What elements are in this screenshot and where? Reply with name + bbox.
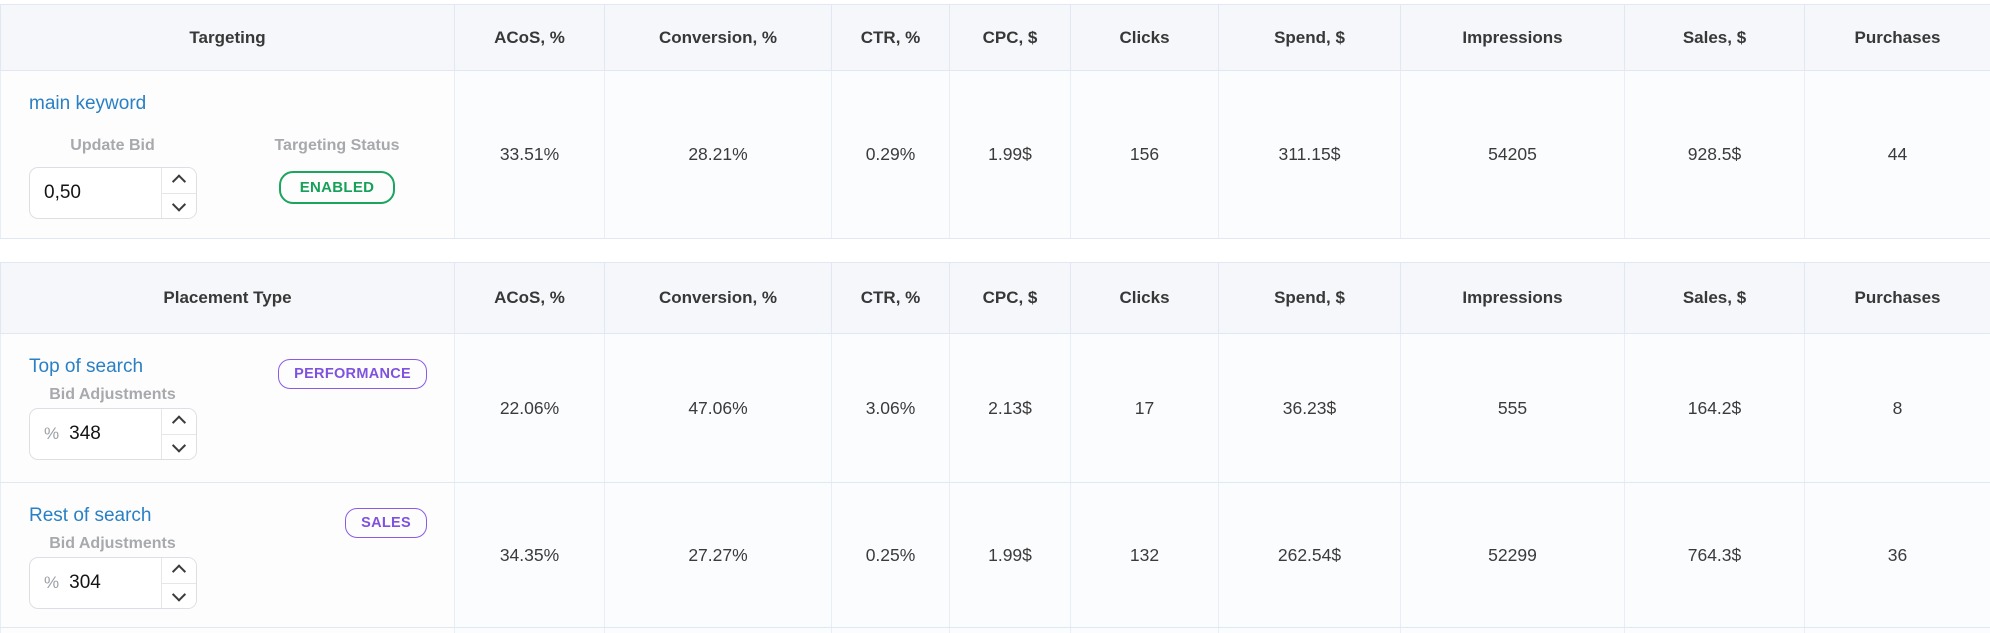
col-purchases: Purchases (1804, 262, 1990, 334)
keyword-link[interactable]: main keyword (29, 93, 147, 114)
col-acos: ACoS, % (454, 262, 605, 334)
chevron-up-icon (171, 174, 187, 189)
targeting-header-row: Targeting ACoS, % Conversion, % CTR, % C… (0, 4, 1990, 71)
acos-value: 22.06% (454, 333, 605, 483)
col-impressions: Impressions (1400, 4, 1625, 71)
percent-icon: % (44, 573, 60, 592)
bid-spinner (161, 168, 196, 218)
table-row: main keyword Update Bid (0, 70, 1990, 239)
chevron-up-icon (171, 564, 187, 579)
placement-table: Placement Type ACoS, % Conversion, % CTR… (0, 262, 1990, 633)
col-clicks: Clicks (1070, 262, 1219, 334)
purchases-value: 36 (1804, 482, 1990, 628)
update-bid-input[interactable] (44, 182, 161, 204)
impressions-value: 52299 (1400, 482, 1625, 628)
sales-value: 928.5$ (1624, 70, 1805, 239)
cpc-value: 1.99$ (949, 70, 1071, 239)
col-spend: Spend, $ (1218, 262, 1401, 334)
col-cpc: CPC, $ (949, 262, 1071, 334)
chevron-down-icon (171, 438, 187, 453)
col-conversion: Conversion, % (604, 4, 832, 71)
table-row: Top of search PERFORMANCE Bid Adjustment… (0, 333, 1990, 483)
spend-value: 311.15$ (1218, 70, 1401, 239)
placement-link-rest-of-search[interactable]: Rest of search (29, 505, 152, 526)
cpc-value: 1.99$ (949, 482, 1071, 628)
spend-value: 36.23$ (1218, 333, 1401, 483)
conversion-value: 27.27% (604, 482, 832, 628)
spend-value: 262.54$ (1218, 482, 1401, 628)
bid-adjustments-input[interactable] (69, 572, 161, 594)
chevron-down-icon (171, 587, 187, 602)
bid-decrement-button[interactable] (162, 583, 196, 608)
chevron-up-icon (171, 415, 187, 430)
bid-adjustments-label: Bid Adjustments (49, 535, 176, 552)
ctr-value: 0.25% (831, 482, 950, 628)
table-row (0, 627, 1990, 633)
sales-value: 764.3$ (1624, 482, 1805, 628)
ctr-value: 0.29% (831, 70, 950, 239)
col-spend: Spend, $ (1218, 4, 1401, 71)
clicks-value: 132 (1070, 482, 1219, 628)
bid-adjustments-stepper: % (29, 408, 197, 460)
targeting-table: Targeting ACoS, % Conversion, % CTR, % C… (0, 4, 1990, 239)
placement-link-top-of-search[interactable]: Top of search (29, 356, 144, 377)
bid-adjustments-stepper: % (29, 557, 197, 609)
acos-value: 33.51% (454, 70, 605, 239)
bid-adjustments-input[interactable] (69, 423, 161, 445)
performance-badge: PERFORMANCE (278, 359, 427, 389)
col-impressions: Impressions (1400, 262, 1625, 334)
placement-cell-top-of-search: Top of search PERFORMANCE Bid Adjustment… (0, 333, 455, 483)
col-conversion: Conversion, % (604, 262, 832, 334)
col-cpc: CPC, $ (949, 4, 1071, 71)
col-ctr: CTR, % (831, 262, 950, 334)
clicks-value: 156 (1070, 70, 1219, 239)
placement-cell-rest-of-search: Rest of search SALES Bid Adjustments % (0, 482, 455, 628)
ctr-value: 3.06% (831, 333, 950, 483)
chevron-down-icon (171, 197, 187, 212)
status-badge-enabled[interactable]: ENABLED (278, 171, 396, 204)
col-ctr: CTR, % (831, 4, 950, 71)
update-bid-label: Update Bid (70, 137, 155, 154)
bid-increment-button[interactable] (162, 168, 196, 194)
col-sales: Sales, $ (1624, 4, 1805, 71)
impressions-value: 555 (1400, 333, 1625, 483)
acos-value: 34.35% (454, 482, 605, 628)
purchases-value: 8 (1804, 333, 1990, 483)
col-sales: Sales, $ (1624, 262, 1805, 334)
targeting-title: Targeting (0, 4, 455, 71)
purchases-value: 44 (1804, 70, 1990, 239)
conversion-value: 47.06% (604, 333, 832, 483)
targeting-status-label: Targeting Status (274, 137, 400, 154)
col-clicks: Clicks (1070, 4, 1219, 71)
conversion-value: 28.21% (604, 70, 832, 239)
bid-spinner (161, 558, 196, 608)
bid-decrement-button[interactable] (162, 434, 196, 459)
impressions-value: 54205 (1400, 70, 1625, 239)
cpc-value: 2.13$ (949, 333, 1071, 483)
bid-spinner (161, 409, 196, 459)
placement-header-row: Placement Type ACoS, % Conversion, % CTR… (0, 262, 1990, 334)
percent-icon: % (44, 424, 60, 443)
bid-adjustments-label: Bid Adjustments (49, 386, 176, 403)
col-purchases: Purchases (1804, 4, 1990, 71)
bid-increment-button[interactable] (162, 558, 196, 584)
sales-badge: SALES (345, 508, 427, 538)
col-acos: ACoS, % (454, 4, 605, 71)
placement-title: Placement Type (0, 262, 455, 334)
bid-increment-button[interactable] (162, 409, 196, 435)
bid-decrement-button[interactable] (162, 193, 196, 218)
clicks-value: 17 (1070, 333, 1219, 483)
update-bid-stepper (29, 167, 197, 219)
sales-value: 164.2$ (1624, 333, 1805, 483)
targeting-cell: main keyword Update Bid (0, 70, 455, 239)
table-row: Rest of search SALES Bid Adjustments % (0, 482, 1990, 628)
